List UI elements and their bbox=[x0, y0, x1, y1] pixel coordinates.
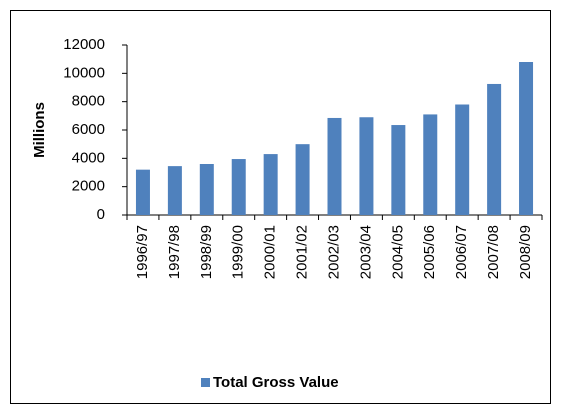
x-tick-label: 2008/09 bbox=[517, 225, 534, 279]
x-tick-label: 2006/07 bbox=[453, 225, 470, 279]
y-tick-label: 12000 bbox=[63, 36, 105, 53]
y-tick-label: 8000 bbox=[72, 93, 105, 110]
y-axis-label: Millions bbox=[31, 102, 48, 158]
legend-swatch bbox=[201, 378, 210, 387]
bar bbox=[231, 159, 246, 215]
y-tick-label: 10000 bbox=[63, 64, 105, 81]
y-tick-label: 4000 bbox=[72, 149, 105, 166]
bar bbox=[199, 164, 214, 215]
bar bbox=[455, 104, 470, 215]
bar bbox=[391, 125, 406, 215]
y-tick-label: 6000 bbox=[72, 121, 105, 138]
x-tick-label: 2000/01 bbox=[262, 225, 279, 279]
x-tick-label: 1997/98 bbox=[166, 225, 183, 279]
bar bbox=[263, 154, 278, 215]
y-tick-label: 2000 bbox=[72, 178, 105, 195]
x-tick-label: 1996/97 bbox=[134, 225, 151, 279]
x-tick-label: 1999/00 bbox=[230, 225, 247, 279]
x-tick-label: 2007/08 bbox=[485, 225, 502, 279]
bar bbox=[487, 83, 502, 215]
y-tick-label: 0 bbox=[97, 206, 105, 223]
bar bbox=[327, 117, 342, 215]
legend-label: Total Gross Value bbox=[213, 374, 339, 391]
bar bbox=[135, 169, 150, 215]
bar bbox=[295, 144, 310, 215]
x-tick-label: 2003/04 bbox=[357, 225, 374, 279]
bar bbox=[359, 117, 374, 215]
bar bbox=[423, 114, 438, 215]
bar bbox=[519, 62, 534, 215]
x-tick-label: 1998/99 bbox=[198, 225, 215, 279]
bar bbox=[167, 166, 182, 215]
x-tick-label: 2002/03 bbox=[325, 225, 342, 279]
x-tick-label: 2004/05 bbox=[389, 225, 406, 279]
x-tick-label: 2001/02 bbox=[294, 225, 311, 279]
x-tick-label: 2005/06 bbox=[421, 225, 438, 279]
